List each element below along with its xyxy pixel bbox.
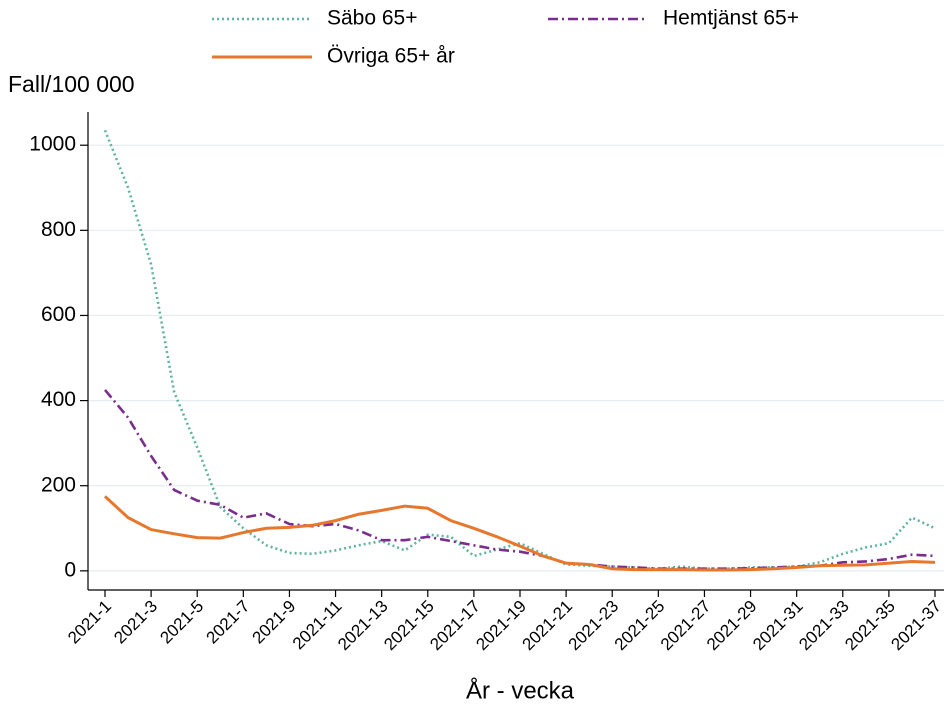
x-tick-label: 2021-1: [64, 597, 115, 648]
x-tick-label: 2021-35: [841, 597, 899, 655]
x-tick-label: 2021-31: [749, 597, 807, 655]
x-tick-label: 2021-21: [519, 597, 577, 655]
x-tick-label: 2021-13: [334, 597, 392, 655]
x-tick-label: 2021-23: [565, 597, 623, 655]
x-tick-label: 2021-19: [472, 597, 530, 655]
y-axis-title: Fall/100 000: [8, 71, 135, 97]
legend-label: Hemtjänst 65+: [663, 7, 799, 30]
x-tick-label: 2021-27: [657, 597, 715, 655]
x-tick-label: 2021-5: [156, 597, 207, 648]
y-tick-label: 600: [41, 303, 76, 326]
series-line: [103, 129, 936, 571]
series-line: [104, 389, 936, 571]
x-tick-label: 2021-7: [202, 597, 253, 648]
x-tick-label: 2021-3: [110, 597, 161, 648]
series-line: [103, 495, 936, 572]
y-tick-label: 1000: [29, 133, 76, 156]
x-tick-label: 2021-15: [380, 597, 438, 655]
y-tick-label: 200: [41, 473, 76, 496]
legend-label: Övriga 65+ år: [327, 45, 455, 68]
x-axis-title: År - vecka: [466, 676, 575, 704]
x-tick-label: 2021-37: [887, 597, 944, 655]
x-tick-label: 2021-25: [611, 597, 669, 655]
y-tick-label: 0: [64, 558, 76, 581]
y-tick-label: 400: [41, 388, 76, 411]
x-tick-label: 2021-29: [703, 597, 761, 655]
y-tick-label: 800: [41, 218, 76, 241]
x-tick-label: 2021-33: [795, 597, 853, 655]
legend-label: Säbo 65+: [327, 7, 418, 30]
x-tick-label: 2021-17: [426, 597, 484, 655]
